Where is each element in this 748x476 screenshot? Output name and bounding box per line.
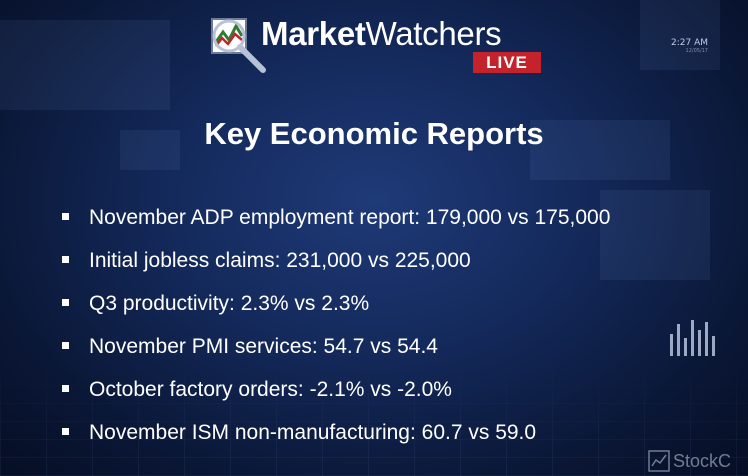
clock-time: 2:27 AM [671,38,708,48]
square-bullet-icon [62,385,69,392]
square-bullet-icon [62,299,69,306]
bg-panel [0,20,170,110]
report-text: November ADP employment report: 179,000 … [89,206,611,229]
list-item: October factory orders: -2.1% vs -2.0% [60,368,610,411]
page-title: Key Economic Reports [204,116,544,151]
report-text: Q3 productivity: 2.3% vs 2.3% [89,292,370,315]
report-text: November ISM non-manufacturing: 60.7 vs … [89,421,537,444]
watermark: StockC [648,448,748,474]
square-bullet-icon [62,342,69,349]
list-item: November PMI services: 54.7 vs 54.4 [60,325,610,368]
clock: 2:27 AM 12/05/17 [668,38,708,55]
list-item: Initial jobless claims: 231,000 vs 225,0… [60,239,610,282]
watermark-text: StockC [673,451,732,471]
magnifier-chart-icon [211,18,266,73]
bg-bars-icon [670,320,715,356]
brand-logo: MarketWatchers LIVE [209,14,549,76]
brand-name-bold: Market [261,15,366,52]
list-item: November ISM non-manufacturing: 60.7 vs … [60,411,610,454]
bg-panel [600,190,710,280]
square-bullet-icon [62,213,69,220]
clock-date: 12/05/17 [685,48,708,54]
report-text: Initial jobless claims: 231,000 vs 225,0… [89,249,471,272]
live-badge: LIVE [473,52,541,73]
bg-panel [640,0,720,70]
square-bullet-icon [62,428,69,435]
brand-name: MarketWatchers [261,14,502,54]
stockcharts-logo-icon [648,450,670,472]
brand-name-light: Watchers [365,15,502,52]
list-item: Q3 productivity: 2.3% vs 2.3% [60,282,610,325]
square-bullet-icon [62,256,69,263]
report-text: October factory orders: -2.1% vs -2.0% [89,378,452,401]
report-text: November PMI services: 54.7 vs 54.4 [89,335,438,358]
reports-list: November ADP employment report: 179,000 … [60,196,610,454]
list-item: November ADP employment report: 179,000 … [60,196,610,239]
